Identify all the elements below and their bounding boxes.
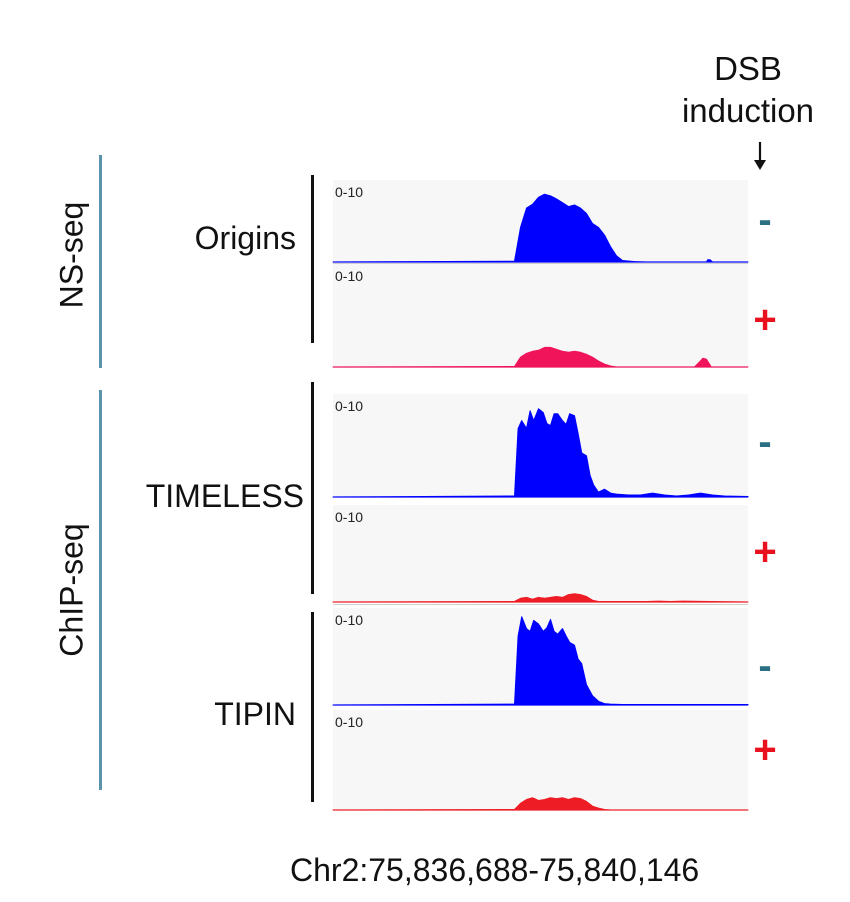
track-svg-0 <box>332 193 749 263</box>
dsb-sign-origins-plus: + <box>753 298 777 342</box>
signal-area-timeless-minus <box>332 408 749 498</box>
header-dsb: DSB <box>714 50 782 87</box>
signal-area-timeless-plus <box>332 593 749 603</box>
track-svg-4 <box>332 616 749 706</box>
track-label-timeless: TIMELESS <box>145 478 304 514</box>
chip-seq-group-label: ChIP-seq <box>53 523 90 657</box>
dsb-sign-tipin-minus: - <box>758 644 772 688</box>
track-panel-timeless-minus: 0-10 <box>332 394 749 498</box>
track-separator <box>333 604 748 605</box>
track-svg-2 <box>332 408 749 498</box>
chip-seq-group-bar <box>99 390 102 790</box>
genomic-coordinates: Chr2:75,836,688-75,840,146 <box>290 852 700 888</box>
track-svg-3 <box>332 593 749 603</box>
origins-bracket <box>311 175 314 343</box>
range-label: 0-10 <box>335 398 364 414</box>
timeless-bracket <box>311 382 314 594</box>
tipin-bracket <box>311 612 314 802</box>
track-svg-5 <box>332 797 749 811</box>
down-arrow-icon <box>754 142 766 170</box>
ns-seq-group-bar <box>99 155 102 368</box>
signal-area-origins-minus <box>332 193 749 263</box>
dsb-sign-tipin-plus: + <box>753 728 777 772</box>
range-label: 0-10 <box>335 268 364 284</box>
track-separator <box>333 263 748 264</box>
track-label-tipin: TIPIN <box>214 696 296 732</box>
track-panel-tipin-minus: 0-10 <box>332 608 749 706</box>
track-panel-origins-plus: 0-10 <box>332 264 749 368</box>
track-panel-origins-minus: 0-10 <box>332 180 749 263</box>
dsb-sign-timeless-plus: + <box>753 530 777 574</box>
range-label: 0-10 <box>335 509 364 525</box>
dsb-sign-timeless-minus: - <box>758 420 772 464</box>
track-label-origins: Origins <box>194 220 296 256</box>
dsb-sign-origins-minus: - <box>758 198 772 242</box>
signal-area-tipin-plus <box>332 797 749 811</box>
header-induction: induction <box>681 92 815 129</box>
track-svg-1 <box>332 346 749 368</box>
range-label: 0-10 <box>335 714 364 730</box>
track-panel-timeless-plus: 0-10 <box>332 505 749 603</box>
track-panel-tipin-plus: 0-10 <box>332 710 749 811</box>
range-label: 0-10 <box>335 612 364 628</box>
signal-area-tipin-minus <box>332 616 749 706</box>
range-label: 0-10 <box>335 184 364 200</box>
signal-area-origins-plus <box>332 346 749 368</box>
